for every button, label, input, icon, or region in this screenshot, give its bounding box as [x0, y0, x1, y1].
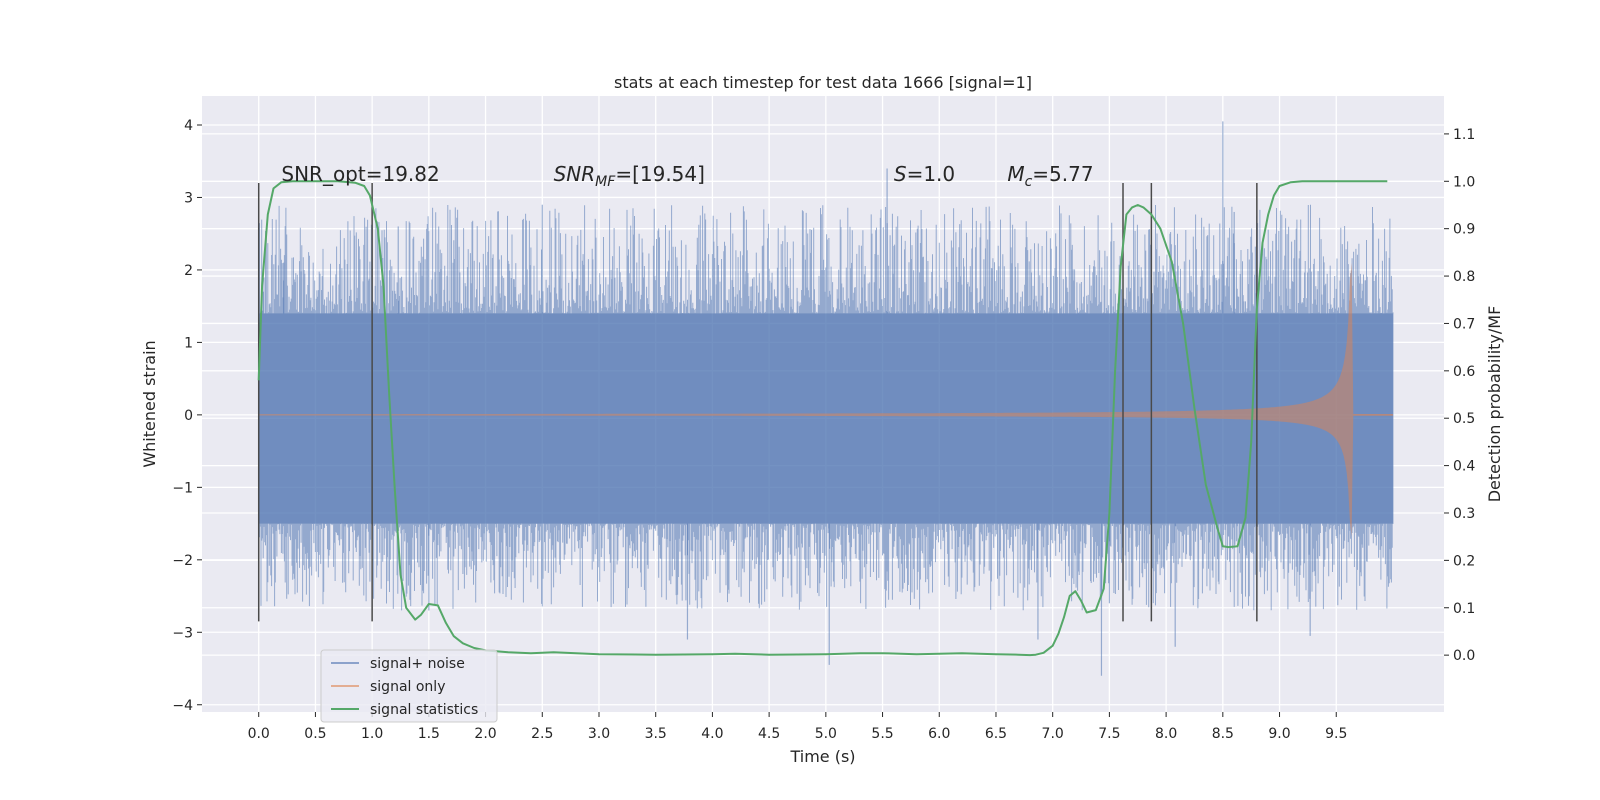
x-tick-label: 0.5: [304, 726, 326, 742]
chart-title: stats at each timestep for test data 166…: [614, 73, 1032, 92]
annotations: SNR_opt=19.82 SNRMF=[19.54] S=1.0 Mc=5.77: [281, 162, 1093, 190]
x-tick-label: 0.0: [248, 726, 270, 742]
x-tick-label: 1.0: [361, 726, 383, 742]
vertical-markers: [257, 182, 1258, 622]
x-tick-label: 9.5: [1325, 726, 1347, 742]
stats-line: [257, 180, 1388, 657]
y2-tick-label: 0.4: [1453, 459, 1475, 475]
annotation-subscript: c: [1025, 174, 1033, 190]
y-tick-label: 4: [184, 118, 193, 134]
legend-label-stats: signal statistics: [370, 702, 478, 718]
y-tick-label: 2: [184, 263, 193, 279]
x-tick-label: 7.0: [1042, 726, 1064, 742]
y2-tick-label: 0.2: [1453, 553, 1475, 569]
y2-axis-ticks: 1.1 1.0 0.9 0.8 0.7 0.6 0.5 0.4 0.3 0.2 0.1 0.0: [1444, 127, 1475, 664]
y-tick-label: 1: [184, 335, 193, 351]
x-tick-label: 3.0: [588, 726, 610, 742]
legend-label-noise: signal+ noise: [370, 656, 465, 672]
y-tick-label: −4: [172, 698, 193, 714]
annotation-0: SNR_opt=19.82: [281, 162, 439, 186]
annotation-2: S=1.0: [894, 162, 955, 186]
y-tick-label: −3: [172, 625, 193, 641]
signal-only-series: [258, 262, 1393, 539]
annotation-subscript: MF: [595, 174, 616, 190]
y2-tick-label: 0.5: [1453, 411, 1475, 427]
y-tick-label: −1: [172, 480, 193, 496]
legend-box: [320, 649, 498, 723]
annotation-1: SNRMF=[19.54]: [554, 162, 705, 190]
annotation-value: =5.77: [1032, 162, 1093, 186]
x-tick-label: 2.0: [474, 726, 496, 742]
x-tick-label: 3.5: [645, 726, 667, 742]
y-tick-label: 3: [184, 190, 193, 206]
annotation-value: =1.0: [907, 162, 956, 186]
y-axis-label: Whitened strain: [140, 340, 159, 467]
x-tick-label: 9.0: [1268, 726, 1290, 742]
x-tick-label: 2.5: [531, 726, 553, 742]
noise-band: [258, 313, 1393, 524]
x-tick-label: 4.5: [758, 726, 780, 742]
y2-tick-label: 1.0: [1453, 174, 1475, 190]
y2-tick-label: 1.1: [1453, 127, 1475, 143]
y2-tick-label: 0.0: [1453, 648, 1475, 664]
y2-tick-label: 0.1: [1453, 601, 1475, 617]
annotation-symbol: SNR: [554, 162, 596, 186]
legend-label-signal: signal only: [370, 679, 445, 695]
y2-tick-label: 0.6: [1453, 364, 1475, 380]
annotation-symbol: S: [894, 162, 907, 186]
x-tick-label: 6.0: [928, 726, 950, 742]
legend: signal+ noise signal only signal statist…: [320, 649, 498, 723]
y-tick-label: 0: [184, 408, 193, 424]
y-axis-ticks: 4 3 2 1 0 −1 −2 −3 −4: [172, 118, 202, 714]
y2-tick-label: 0.3: [1453, 506, 1475, 522]
x-tick-label: 7.5: [1098, 726, 1120, 742]
y2-axis-label: Detection probability/MF: [1485, 306, 1504, 503]
annotation-value: =[19.54]: [615, 162, 705, 186]
signal-statistics-series: [257, 180, 1388, 657]
y-tick-label: −2: [172, 553, 193, 569]
annotation-symbol: M: [1007, 162, 1024, 186]
x-tick-label: 6.5: [985, 726, 1007, 742]
x-tick-label: 1.5: [418, 726, 440, 742]
x-tick-label: 4.0: [701, 726, 723, 742]
y2-tick-label: 0.7: [1453, 316, 1475, 332]
x-axis-ticks: 0.0 0.5 1.0 1.5 2.0 2.5 3.0 3.5 4.0 4.5 5.0 5.5 6.0 6…: [248, 712, 1347, 742]
signal-noise-series: [258, 121, 1394, 676]
x-axis-label: Time (s): [789, 747, 855, 766]
y2-tick-label: 0.9: [1453, 222, 1475, 238]
x-tick-label: 5.0: [815, 726, 837, 742]
x-tick-label: 5.5: [871, 726, 893, 742]
y2-tick-label: 0.8: [1453, 269, 1475, 285]
x-tick-label: 8.5: [1212, 726, 1234, 742]
x-tick-label: 8.0: [1155, 726, 1177, 742]
annotation-3: Mc=5.77: [1007, 162, 1093, 190]
